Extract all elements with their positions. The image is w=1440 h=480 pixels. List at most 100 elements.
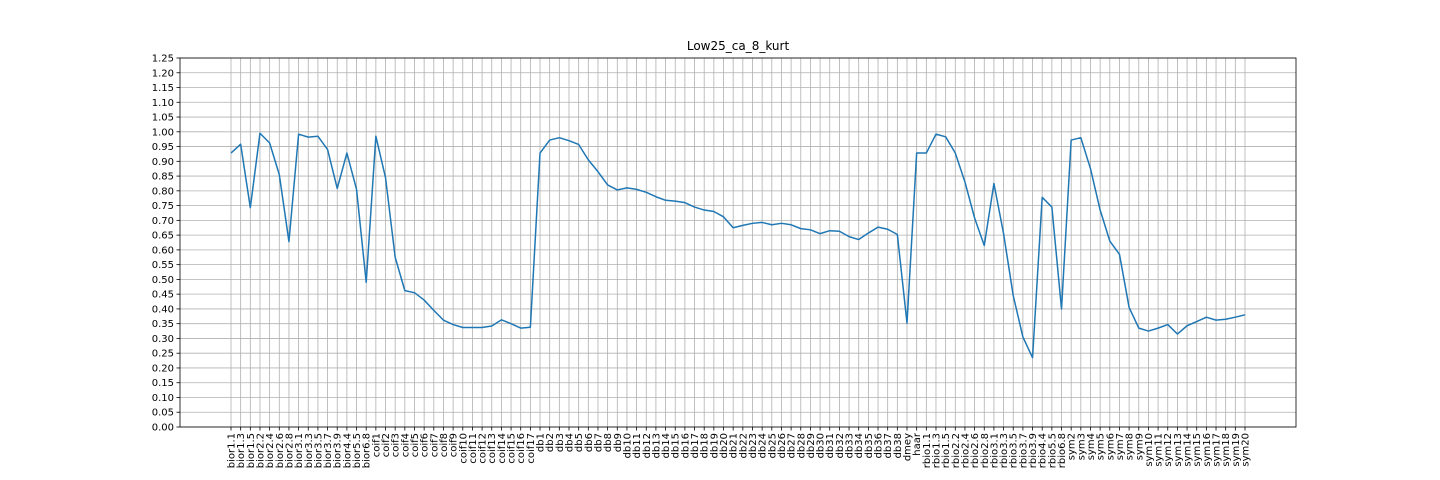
x-tick-label: db17: [690, 433, 701, 458]
x-tick-label: coif11: [468, 433, 479, 464]
x-tick-label: sym14: [1183, 433, 1194, 467]
x-tick-label: sym16: [1202, 433, 1213, 467]
x-tick-label: coif3: [391, 433, 402, 457]
y-tick-label: 0.75: [152, 201, 174, 212]
x-tick-label: coif6: [420, 433, 431, 457]
x-tick-label: bior5.5: [352, 433, 363, 468]
x-tick-label: db24: [758, 433, 769, 458]
y-tick-label: 0.30: [152, 334, 174, 345]
x-tick-label: bior6.8: [362, 433, 373, 468]
x-tick-label: db10: [622, 433, 633, 458]
x-tick-label: bior1.5: [246, 433, 257, 468]
x-tick-label: sym4: [1086, 433, 1097, 460]
grid-lines: [180, 57, 1296, 428]
x-tick-label: db37: [883, 433, 894, 458]
axes: 0.00 0.05 0.10 0.15 0.20 0.25 0.30 0.35 0.40 0.45…: [152, 54, 1252, 469]
x-tick-label: bior2.2: [255, 433, 266, 468]
x-tick-label: sym12: [1163, 433, 1174, 467]
x-tick-label: sym7: [1115, 433, 1126, 460]
x-tick-label: db9: [613, 433, 624, 452]
x-tick-label: coif10: [458, 433, 469, 464]
x-tick-label: sym15: [1192, 433, 1203, 467]
x-tick-label: db34: [854, 433, 865, 458]
x-tick-label: db14: [661, 433, 672, 458]
x-tick-label: bior1.3: [236, 433, 247, 468]
x-tick-label: db29: [806, 433, 817, 458]
x-tick-label: rbio3.3: [999, 433, 1010, 468]
x-tick-label: coif8: [439, 433, 450, 457]
x-tick-label: db7: [593, 433, 604, 452]
x-tick-label: db2: [545, 433, 556, 452]
y-tick-label: 1.15: [152, 83, 174, 94]
x-tick-label: db36: [874, 433, 885, 458]
x-tick-label: db8: [603, 433, 614, 452]
x-tick-label: db33: [845, 433, 856, 458]
x-tick-label: coif16: [516, 433, 527, 464]
x-tick-label: db18: [700, 433, 711, 458]
x-tick-label: sym10: [1144, 433, 1155, 467]
x-tick-label: sym2: [1067, 433, 1078, 460]
x-tick-label: sym9: [1134, 433, 1145, 460]
x-tick-label: db25: [767, 433, 778, 458]
y-tick-label: 0.70: [152, 216, 174, 227]
x-tick-label: bior3.5: [313, 433, 324, 468]
x-tick-label: db4: [565, 433, 576, 452]
x-tick-label: dmey: [903, 433, 914, 461]
x-tick-label: coif7: [429, 433, 440, 457]
chart-title: Low25_ca_8_kurt: [687, 39, 790, 53]
x-tick-label: bior2.6: [275, 433, 286, 468]
x-tick-label: bior3.3: [304, 433, 315, 468]
x-tick-label: sym20: [1241, 433, 1252, 467]
x-tick-label: haar: [912, 432, 923, 456]
y-tick-label: 0.00: [152, 423, 174, 434]
y-tick-label: 1.20: [152, 68, 174, 79]
x-tick-label: bior2.8: [284, 433, 295, 468]
x-tick-label: bior1.1: [227, 433, 238, 468]
y-tick-label: 0.40: [152, 304, 174, 315]
x-tick-label: db22: [738, 433, 749, 458]
x-tick-label: rbio2.8: [980, 433, 991, 468]
x-tick-label: db21: [729, 433, 740, 458]
x-tick-label: sym17: [1212, 433, 1223, 467]
x-tick-label: coif2: [381, 433, 392, 457]
x-tick-label: bior3.7: [323, 433, 334, 468]
x-tick-label: db12: [642, 433, 653, 458]
y-tick-label: 0.50: [152, 275, 174, 286]
x-tick-label: coif13: [487, 433, 498, 464]
y-tick-label: 1.05: [152, 113, 174, 124]
x-tick-label: bior3.1: [294, 433, 305, 468]
x-tick-label: bior2.4: [265, 433, 276, 468]
y-tick-label: 0.80: [152, 186, 174, 197]
x-tick-label: db30: [816, 433, 827, 458]
x-tick-label: rbio1.1: [922, 433, 933, 468]
x-tick-label: rbio6.8: [1057, 433, 1068, 468]
x-tick-label: db20: [719, 433, 730, 458]
series: [230, 132, 1246, 359]
x-tick-label: db38: [893, 433, 904, 458]
x-tick-label: bior4.4: [342, 433, 353, 468]
x-tick-label: coif1: [371, 433, 382, 457]
x-tick-label: db28: [796, 433, 807, 458]
y-tick-label: 0.25: [152, 349, 174, 360]
x-tick-label: rbio3.9: [1028, 433, 1039, 468]
x-tick-label: sym8: [1125, 433, 1136, 460]
x-tick-label: coif9: [449, 433, 460, 457]
x-tick-label: rbio1.3: [931, 433, 942, 468]
x-tick-label: db31: [825, 433, 836, 458]
x-tick-label: sym3: [1076, 433, 1087, 460]
x-tick-label: rbio5.5: [1047, 433, 1058, 468]
x-tick-label: sym19: [1231, 433, 1242, 467]
x-tick-label: sym13: [1173, 433, 1184, 467]
x-tick-label: coif17: [526, 433, 537, 464]
x-tick-label: db23: [748, 433, 759, 458]
x-tick-label: rbio3.1: [989, 433, 1000, 468]
x-tick-label: sym11: [1154, 433, 1165, 467]
x-tick-label: rbio2.4: [960, 433, 971, 468]
y-tick-label: 0.95: [152, 142, 174, 153]
y-tick-label: 1.10: [152, 98, 174, 109]
x-tick-label: sym5: [1096, 433, 1107, 460]
x-tick-label: rbio1.5: [941, 433, 952, 468]
plot-frame: [179, 57, 1297, 428]
x-tick-label: db13: [651, 433, 662, 458]
